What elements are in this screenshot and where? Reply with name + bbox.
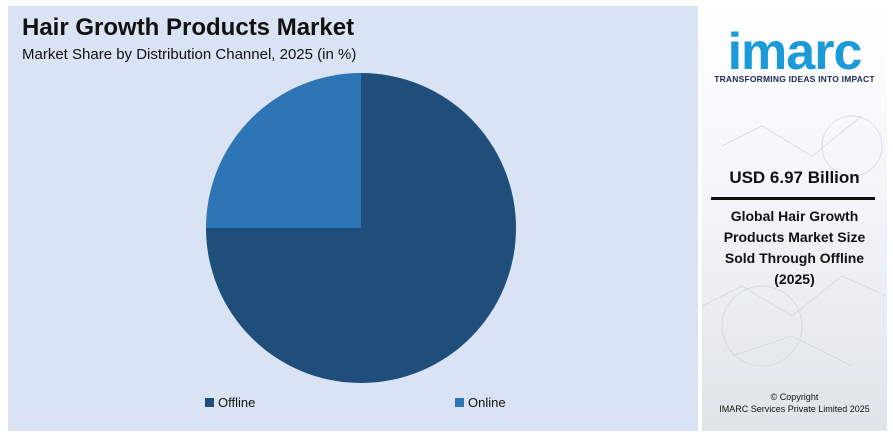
chart-title: Hair Growth Products Market: [22, 14, 355, 41]
legend-label-online: Online: [468, 395, 506, 410]
copyright-line-2: IMARC Services Private Limited 2025: [719, 404, 870, 414]
chart-subtitle: Market Share by Distribution Channel, 20…: [22, 46, 357, 63]
desc-line-3: Sold Through Offline: [724, 250, 865, 266]
imarc-logo: imarc: [727, 23, 863, 81]
copyright-line-1: © Copyright: [770, 392, 819, 402]
copyright: © Copyright IMARC Services Private Limit…: [702, 391, 887, 415]
highlight-value: USD 6.97 Billion: [729, 168, 860, 187]
legend-swatch-offline: [205, 398, 214, 407]
desc-line-1: Global Hair Growth: [730, 208, 859, 224]
brand-tagline: TRANSFORMING IDEAS INTO IMPACT: [714, 74, 875, 84]
legend-item-online: Online: [455, 395, 506, 410]
legend-item-offline: Offline: [205, 395, 255, 410]
chart-panel: Hair Growth Products Market Market Share…: [8, 6, 698, 431]
legend-label-offline: Offline: [218, 395, 256, 410]
divider: [711, 197, 875, 200]
legend-swatch-online: [455, 398, 464, 407]
desc-line-4: (2025): [774, 271, 815, 287]
background-pattern: [702, 115, 887, 367]
pie-chart: [206, 73, 516, 383]
side-panel: imarc TRANSFORMING IDEAS INTO IMPACT USD…: [702, 6, 887, 431]
pie-slice-online: [206, 73, 361, 228]
highlight-description: Global Hair Growth Products Market Size …: [702, 206, 887, 290]
desc-line-2: Products Market Size: [723, 229, 866, 245]
